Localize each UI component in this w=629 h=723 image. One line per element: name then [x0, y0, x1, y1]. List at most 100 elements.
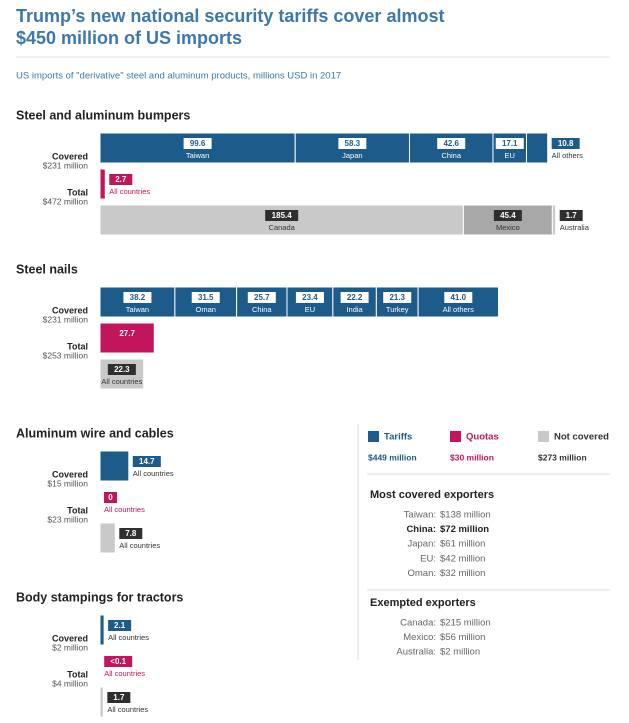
row-amount: $23 million: [47, 514, 88, 524]
row-label: Covered: [52, 469, 88, 479]
section-title: Body stampings for tractors: [16, 590, 183, 604]
value-box: [113, 328, 142, 339]
value-box: [107, 364, 136, 375]
value-label: 27.7: [119, 329, 135, 338]
section-title: Steel and aluminum bumpers: [16, 108, 190, 122]
value-box: [107, 692, 131, 703]
value-box: [437, 138, 466, 149]
row-label: Total: [67, 187, 88, 197]
value-label: 1.7: [113, 693, 125, 702]
bar-segment: [99, 686, 104, 718]
exporter-amount: $2 million: [440, 647, 480, 658]
value-box: [559, 210, 583, 221]
bar-segment: [525, 132, 549, 164]
row-label: Covered: [52, 151, 88, 161]
list-title: Exempted exporters: [370, 597, 476, 609]
value-label: 31.5: [198, 293, 214, 302]
bar-segment: [99, 168, 106, 200]
segment-name: All countries: [101, 377, 142, 386]
exporter-amount: $138 million: [440, 510, 491, 521]
value-label: <0.1: [110, 657, 126, 666]
segment-name: Taiwan: [186, 151, 209, 160]
value-label: 45.4: [500, 211, 516, 220]
segment-name: Australia: [560, 223, 590, 232]
value-label: 22.3: [114, 365, 130, 374]
value-box: [444, 292, 473, 303]
segment-name: Taiwan: [126, 305, 149, 314]
segment-name: All countries: [108, 633, 149, 642]
exporter-amount: $32 million: [440, 568, 485, 579]
exporter-name: Oman:: [407, 568, 436, 579]
exporter-name: Canada:: [400, 618, 436, 629]
value-label: 38.2: [130, 293, 146, 302]
value-box: [109, 174, 133, 185]
title-line: $450 million of US imports: [16, 28, 242, 48]
value-box: [183, 138, 212, 149]
legend-total: $449 million: [368, 452, 417, 462]
exporter-name: Australia:: [396, 647, 436, 658]
segment-name: All countries: [107, 705, 148, 714]
legend-swatch: [538, 431, 549, 442]
segment-name: Canada: [269, 223, 296, 232]
exporter-name: Taiwan:: [404, 510, 436, 521]
exporter-amount: $72 million: [440, 524, 489, 535]
value-box: [295, 292, 324, 303]
value-label: 25.7: [254, 293, 270, 302]
section-title: Aluminum wire and cables: [16, 426, 174, 440]
segment-name: EU: [305, 305, 315, 314]
value-label: 185.4: [272, 211, 293, 220]
value-label: 2.1: [114, 621, 126, 630]
segment-name: China: [252, 305, 272, 314]
legend-swatch: [450, 431, 461, 442]
segment-name: All countries: [133, 469, 174, 478]
value-label: 99.6: [190, 139, 206, 148]
value-label: 2.7: [115, 175, 127, 184]
segment-name: EU: [505, 151, 515, 160]
legend-swatch: [368, 431, 379, 442]
section-title: Steel nails: [16, 262, 78, 276]
segment-name: All countries: [119, 541, 160, 550]
title-line: Trump’s new national security tariffs co…: [16, 6, 444, 26]
legend-total: $30 million: [450, 452, 494, 462]
value-box: [383, 292, 412, 303]
row-amount: $231 million: [43, 160, 89, 170]
value-label: 7.8: [125, 529, 137, 538]
value-box: [119, 528, 143, 539]
row-amount: $2 million: [52, 642, 88, 652]
row-label: Covered: [52, 633, 88, 643]
value-label: 22.2: [347, 293, 363, 302]
value-box: [108, 620, 132, 631]
row-label: Total: [67, 669, 88, 679]
exporter-amount: $42 million: [440, 553, 485, 564]
value-box: [132, 456, 161, 467]
value-box: [123, 292, 152, 303]
segment-name: China: [441, 151, 461, 160]
segment-name: Oman: [196, 305, 216, 314]
exporter-amount: $56 million: [440, 632, 485, 643]
segment-name: All countries: [107, 341, 148, 350]
segment-name: All countries: [104, 669, 145, 678]
segment-name: All countries: [109, 187, 150, 196]
exporter-name: China:: [406, 524, 436, 535]
exporter-name: Mexico:: [403, 632, 436, 643]
row-label: Covered: [52, 305, 88, 315]
value-label: 23.4: [302, 293, 318, 302]
value-box: [247, 292, 276, 303]
value-label: 1.7: [566, 211, 578, 220]
exporter-amount: $61 million: [440, 539, 485, 550]
row-amount: $253 million: [43, 350, 89, 360]
value-box: [191, 292, 220, 303]
legend-name: Not covered: [554, 432, 609, 443]
bar-segment: [99, 522, 116, 554]
row-label: Total: [67, 505, 88, 515]
row-amount: $472 million: [43, 196, 89, 206]
segment-name: India: [346, 305, 363, 314]
segment-name: Mexico: [496, 223, 520, 232]
legend-total: $273 million: [538, 452, 587, 462]
value-box: [551, 138, 580, 149]
value-label: 17.1: [502, 139, 518, 148]
exporter-name: EU:: [420, 553, 436, 564]
value-label: 10.8: [558, 139, 574, 148]
value-label: 0: [108, 493, 113, 502]
